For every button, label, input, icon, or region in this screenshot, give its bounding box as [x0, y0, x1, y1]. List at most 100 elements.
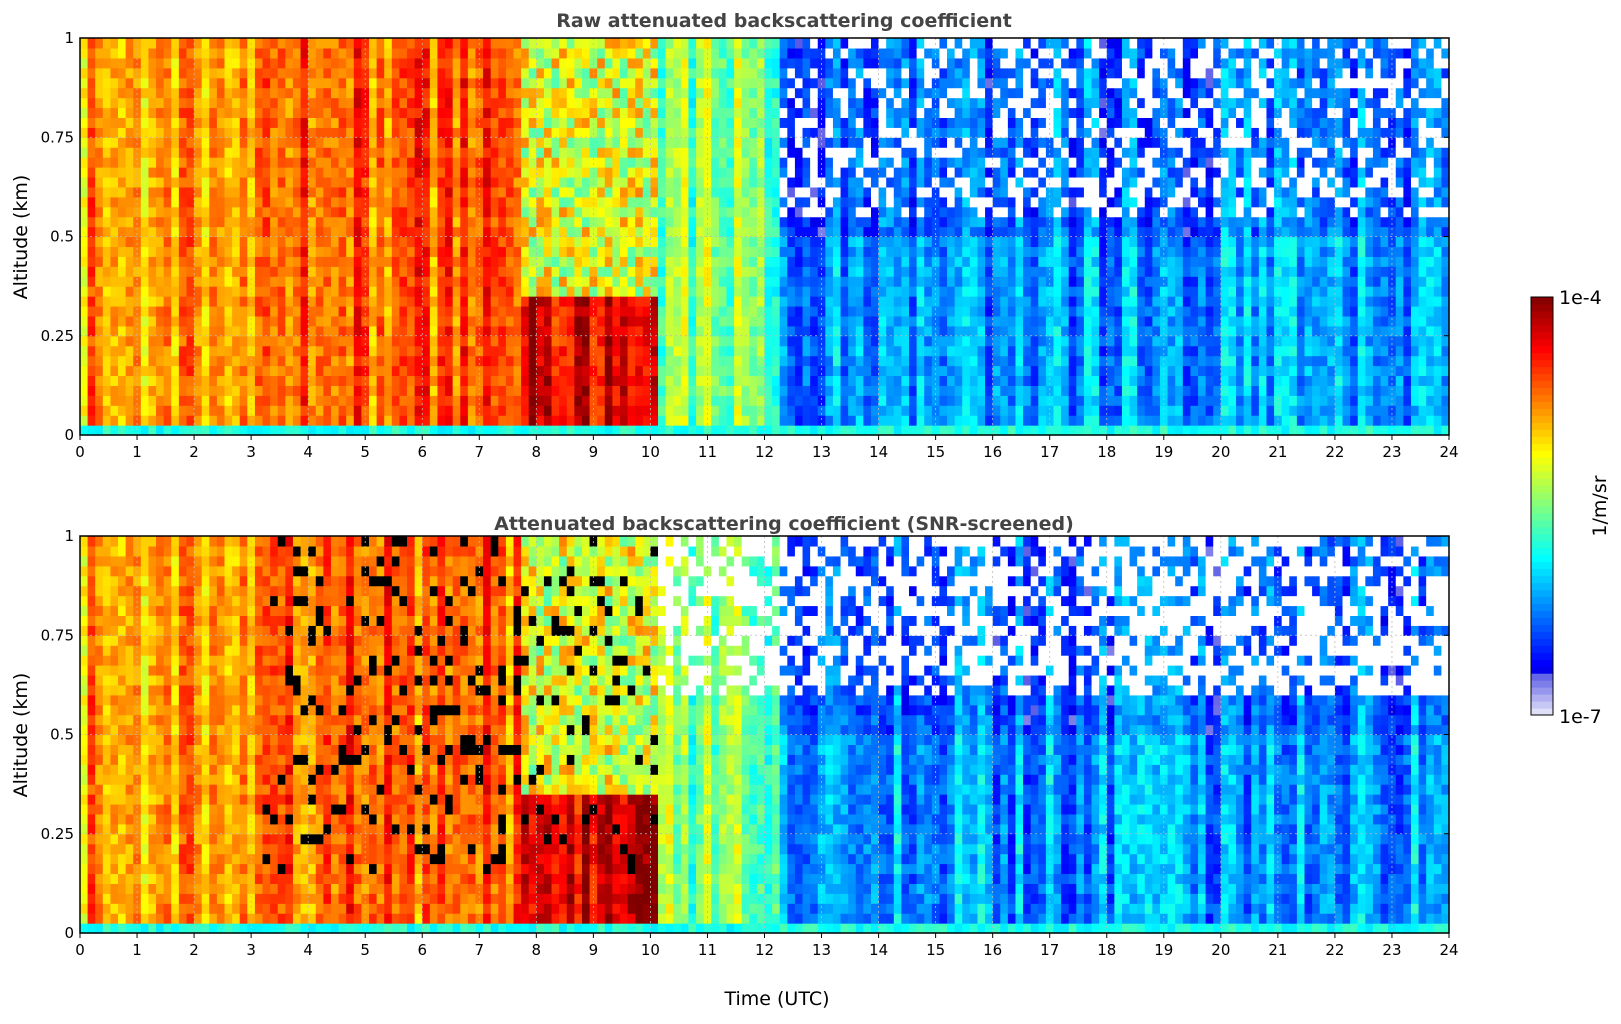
- heatmap-cell: [924, 107, 933, 118]
- heatmap-cell: [148, 276, 157, 287]
- heatmap-cell: [619, 196, 629, 208]
- heatmap-cell: [300, 365, 309, 377]
- heatmap-cell: [969, 77, 979, 89]
- heatmap-cell: [308, 38, 317, 49]
- heatmap-cell: [566, 236, 575, 248]
- heatmap-cell: [422, 137, 431, 148]
- heatmap-cell: [338, 405, 347, 416]
- heatmap-cell: [224, 266, 233, 277]
- heatmap-cell: [521, 395, 530, 406]
- heatmap-cell: [787, 236, 796, 248]
- heatmap-cell: [810, 97, 819, 109]
- heatmap-cell: [703, 246, 712, 257]
- heatmap-cell: [422, 415, 431, 426]
- heatmap-cell: [80, 38, 89, 49]
- heatmap-cell: [627, 335, 636, 347]
- heatmap-cell: [110, 415, 119, 426]
- heatmap-cell: [148, 77, 157, 89]
- heatmap-cell: [285, 137, 294, 148]
- heatmap-cell: [452, 286, 461, 297]
- heatmap-cell: [285, 147, 294, 158]
- heatmap-cell: [498, 226, 507, 238]
- heatmap-cell: [794, 186, 804, 198]
- heatmap-cell: [346, 117, 355, 128]
- heatmap-cell: [604, 395, 613, 406]
- heatmap-cell: [878, 38, 887, 49]
- heatmap-cell: [338, 117, 347, 128]
- heatmap-cell: [521, 365, 530, 377]
- heatmap-cell: [817, 355, 826, 367]
- heatmap-cell: [787, 405, 796, 416]
- heatmap-cell: [95, 405, 104, 416]
- heatmap-cell: [931, 345, 941, 357]
- heatmap-cell: [346, 296, 355, 307]
- heatmap-cell: [399, 57, 408, 69]
- heatmap-cell: [376, 147, 385, 158]
- heatmap-cell: [391, 395, 401, 406]
- heatmap-cell: [977, 365, 986, 377]
- heatmap-cell: [209, 385, 218, 396]
- heatmap-cell: [916, 355, 925, 367]
- heatmap-cell: [308, 67, 317, 79]
- heatmap-cell: [832, 206, 842, 218]
- heatmap-cell: [475, 296, 484, 307]
- heatmap-cell: [597, 47, 606, 59]
- heatmap-cell: [437, 405, 446, 416]
- heatmap-cell: [855, 186, 864, 198]
- heatmap-cell: [772, 375, 781, 386]
- heatmap-cell: [665, 415, 674, 426]
- heatmap-cell: [870, 296, 880, 307]
- heatmap-cell: [178, 147, 188, 158]
- heatmap-cell: [1007, 286, 1017, 297]
- heatmap-cell: [95, 286, 104, 297]
- heatmap-cell: [574, 315, 583, 327]
- heatmap-cell: [361, 345, 370, 357]
- heatmap-cell: [1000, 226, 1009, 238]
- heatmap-cell: [483, 345, 492, 357]
- heatmap-cell: [665, 216, 674, 228]
- heatmap-cell: [924, 266, 933, 277]
- heatmap-cell: [445, 47, 454, 59]
- heatmap-cell: [186, 176, 195, 188]
- heatmap-cell: [581, 147, 591, 158]
- heatmap-cell: [330, 395, 340, 406]
- heatmap-cell: [962, 385, 971, 396]
- heatmap-cell: [338, 335, 347, 347]
- heatmap-cell: [338, 77, 347, 89]
- heatmap-cell: [460, 335, 469, 347]
- heatmap-cell: [772, 57, 781, 69]
- heatmap-cell: [110, 117, 119, 128]
- heatmap-cell: [863, 206, 872, 218]
- heatmap-cell: [239, 286, 248, 297]
- heatmap-cell: [140, 365, 150, 377]
- heatmap-cell: [239, 246, 248, 257]
- heatmap-cell: [604, 226, 613, 238]
- heatmap-cell: [1000, 415, 1009, 426]
- heatmap-cell: [346, 77, 355, 89]
- heatmap-cell: [566, 87, 575, 99]
- heatmap-cell: [718, 157, 728, 168]
- heatmap-cell: [581, 315, 591, 327]
- heatmap-cell: [361, 385, 370, 396]
- heatmap-cell: [825, 67, 834, 79]
- heatmap-cell: [612, 286, 621, 297]
- heatmap-cell: [460, 325, 469, 337]
- heatmap-cell: [658, 47, 667, 59]
- heatmap-cell: [270, 216, 279, 228]
- heatmap-cell: [977, 425, 986, 436]
- heatmap-cell: [954, 415, 963, 426]
- heatmap-cell: [886, 157, 895, 168]
- heatmap-cell: [300, 415, 309, 426]
- heatmap-cell: [270, 385, 279, 396]
- heatmap-cell: [916, 87, 925, 99]
- heatmap-cell: [779, 256, 788, 267]
- heatmap-cell: [300, 276, 309, 287]
- heatmap-cell: [635, 176, 644, 188]
- heatmap-cell: [490, 167, 499, 178]
- heatmap-cell: [292, 87, 302, 99]
- heatmap-cell: [764, 127, 773, 138]
- heatmap-cell: [399, 425, 408, 436]
- heatmap-cell: [521, 335, 530, 347]
- heatmap-cell: [772, 167, 781, 178]
- heatmap-cell: [551, 87, 560, 99]
